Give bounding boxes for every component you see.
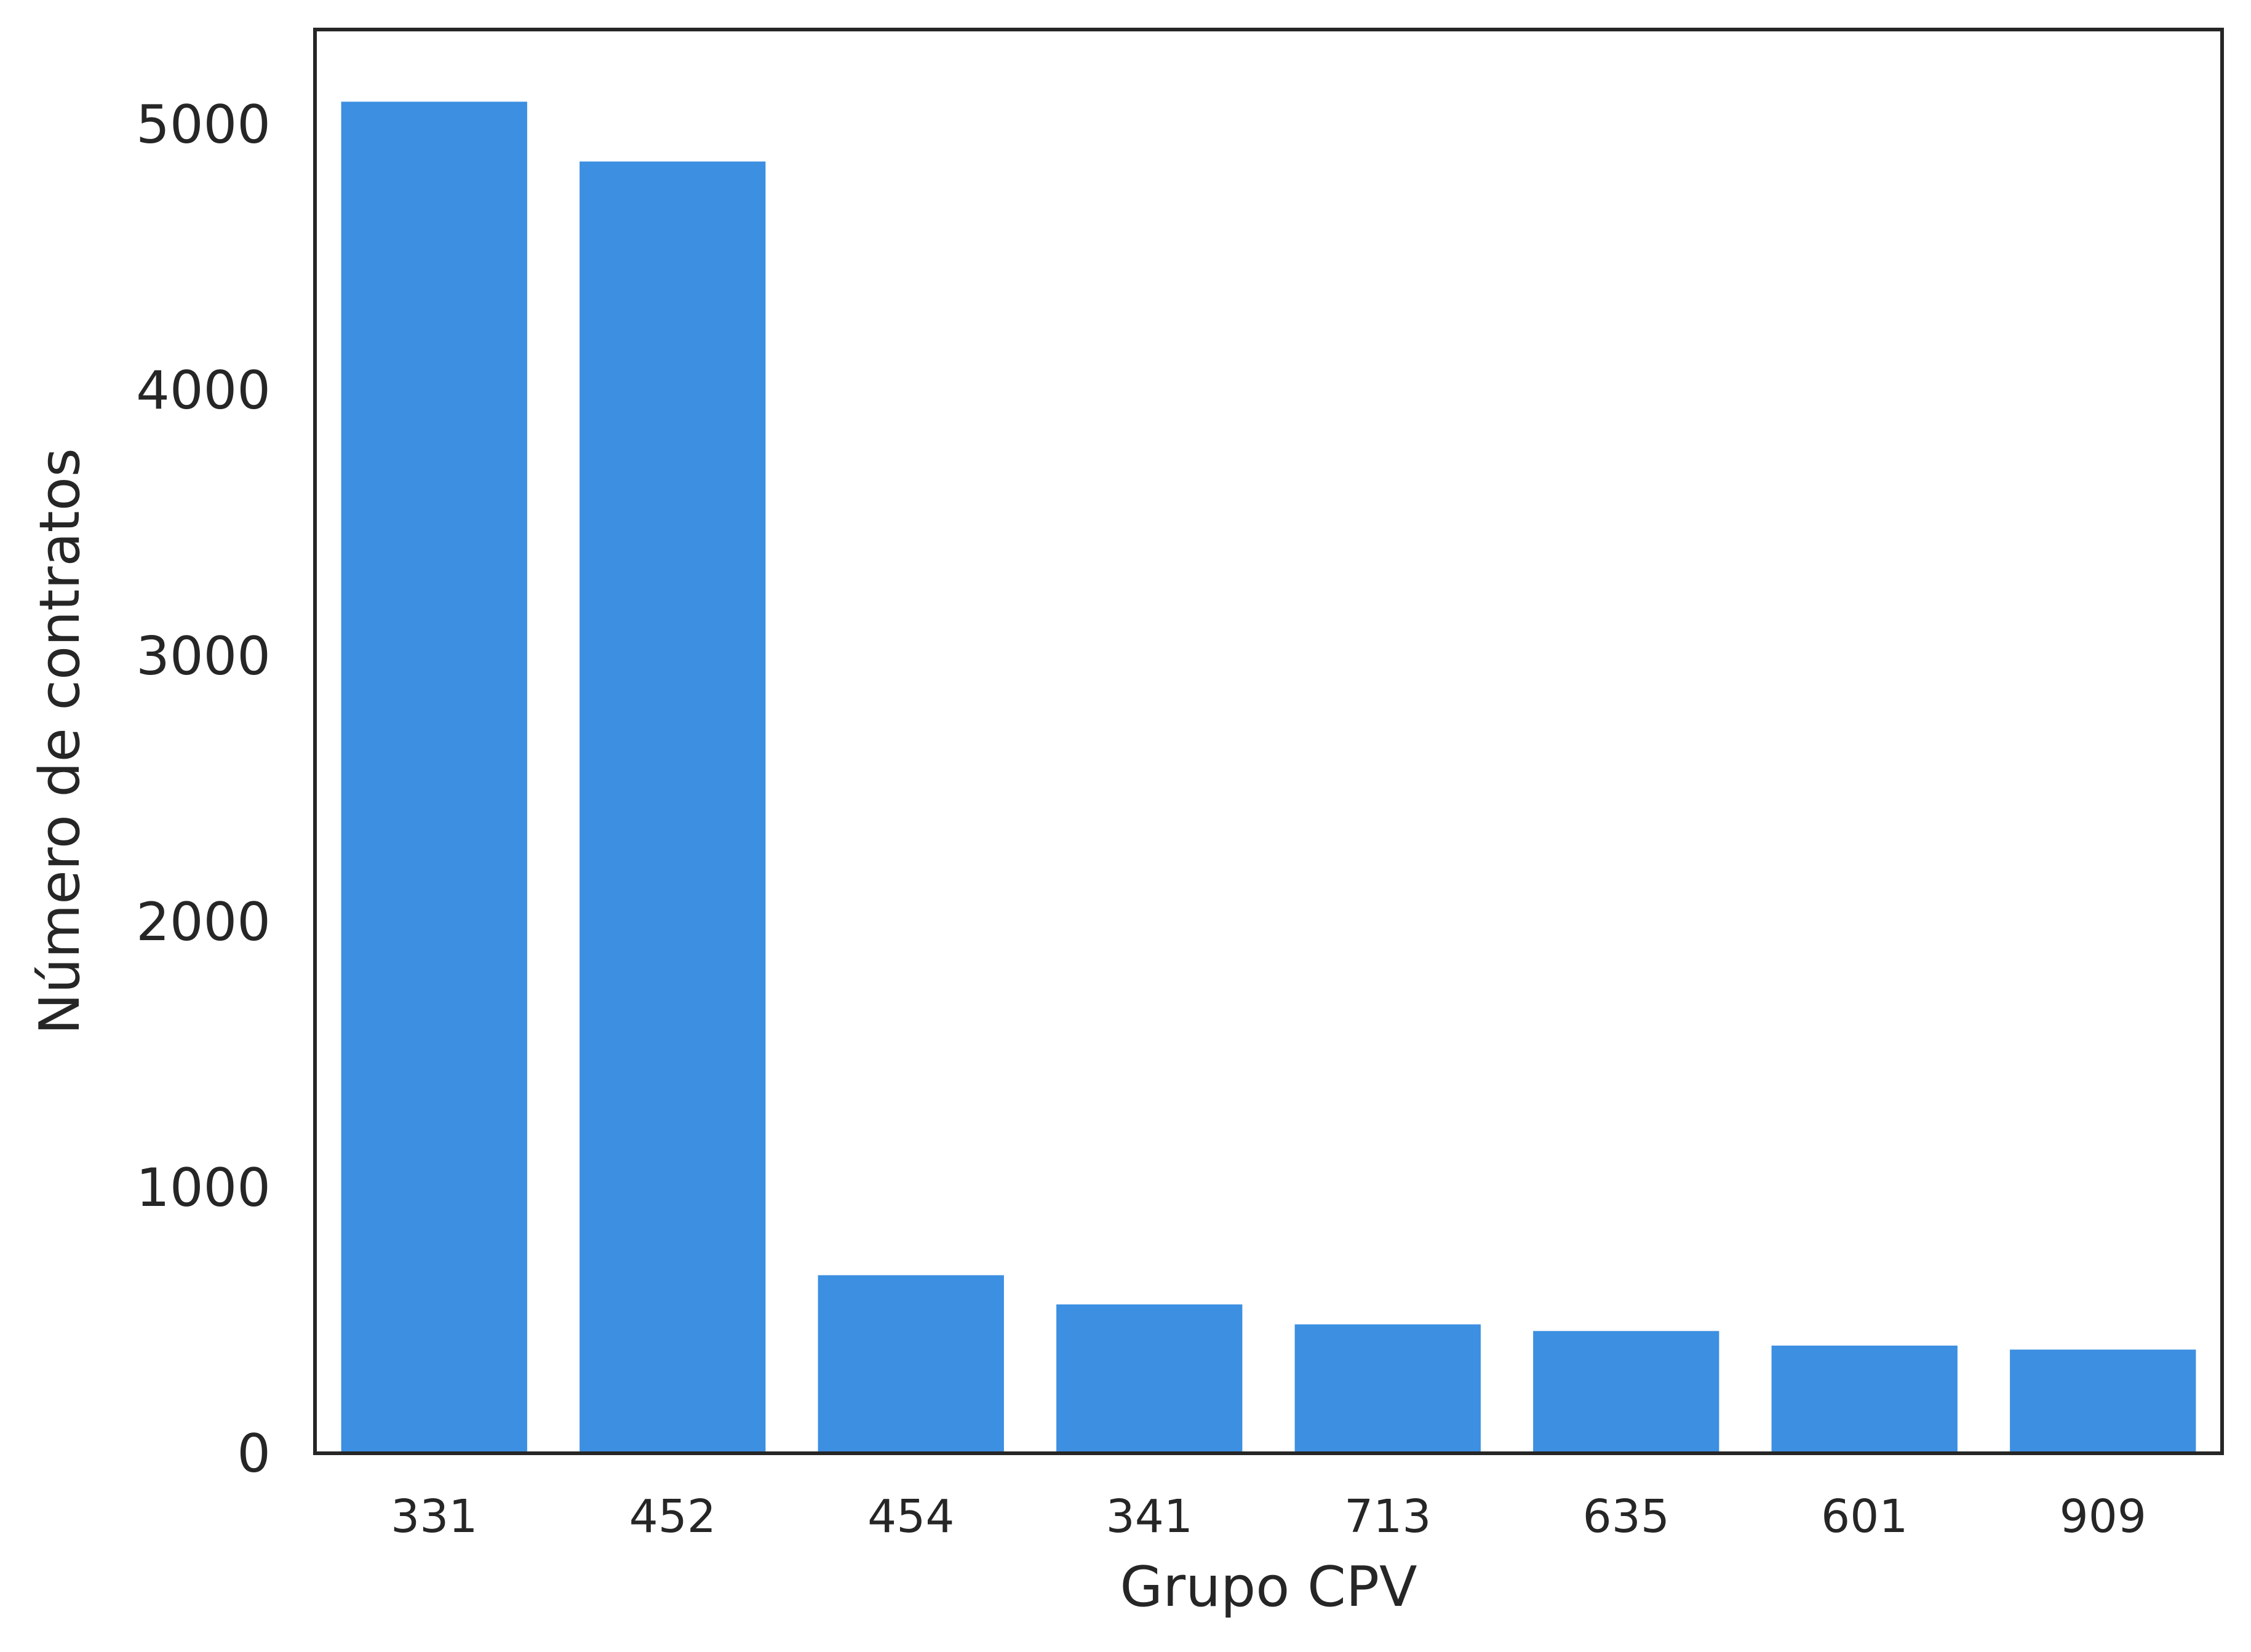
y-tick-label: 1000 [136, 1157, 271, 1219]
bar-331 [341, 102, 527, 1453]
x-tick-label: 635 [1583, 1490, 1670, 1543]
plot-frame [313, 28, 2224, 1455]
x-tick-label: 713 [1344, 1490, 1431, 1543]
bar-series [341, 102, 2196, 1453]
x-tick-label: 331 [391, 1490, 477, 1543]
x-tick-label: 452 [629, 1490, 716, 1543]
y-axis-label: Número de contratos [28, 448, 92, 1034]
bar-909 [2010, 1349, 2196, 1453]
y-axis-ticks: 0 1000 2000 3000 4000 5000 [136, 94, 271, 1485]
bar-452 [580, 161, 766, 1453]
x-axis-ticks: 331 452 454 341 713 635 601 909 [391, 1490, 2146, 1543]
y-tick-label: 4000 [136, 360, 271, 421]
bar-713 [1294, 1324, 1481, 1453]
x-tick-label: 341 [1106, 1490, 1193, 1543]
y-tick-label: 5000 [136, 94, 271, 156]
x-axis-label: Grupo CPV [1120, 1555, 1417, 1619]
y-tick-label: 0 [237, 1423, 271, 1485]
y-tick-label: 3000 [136, 626, 271, 687]
bar-601 [1771, 1346, 1958, 1453]
x-tick-label: 601 [1821, 1490, 1908, 1543]
y-tick-label: 2000 [136, 892, 271, 953]
bar-635 [1533, 1331, 1719, 1453]
bar-341 [1056, 1304, 1243, 1453]
bar-454 [818, 1275, 1004, 1453]
x-tick-label: 909 [2060, 1490, 2146, 1543]
x-tick-label: 454 [867, 1490, 954, 1543]
